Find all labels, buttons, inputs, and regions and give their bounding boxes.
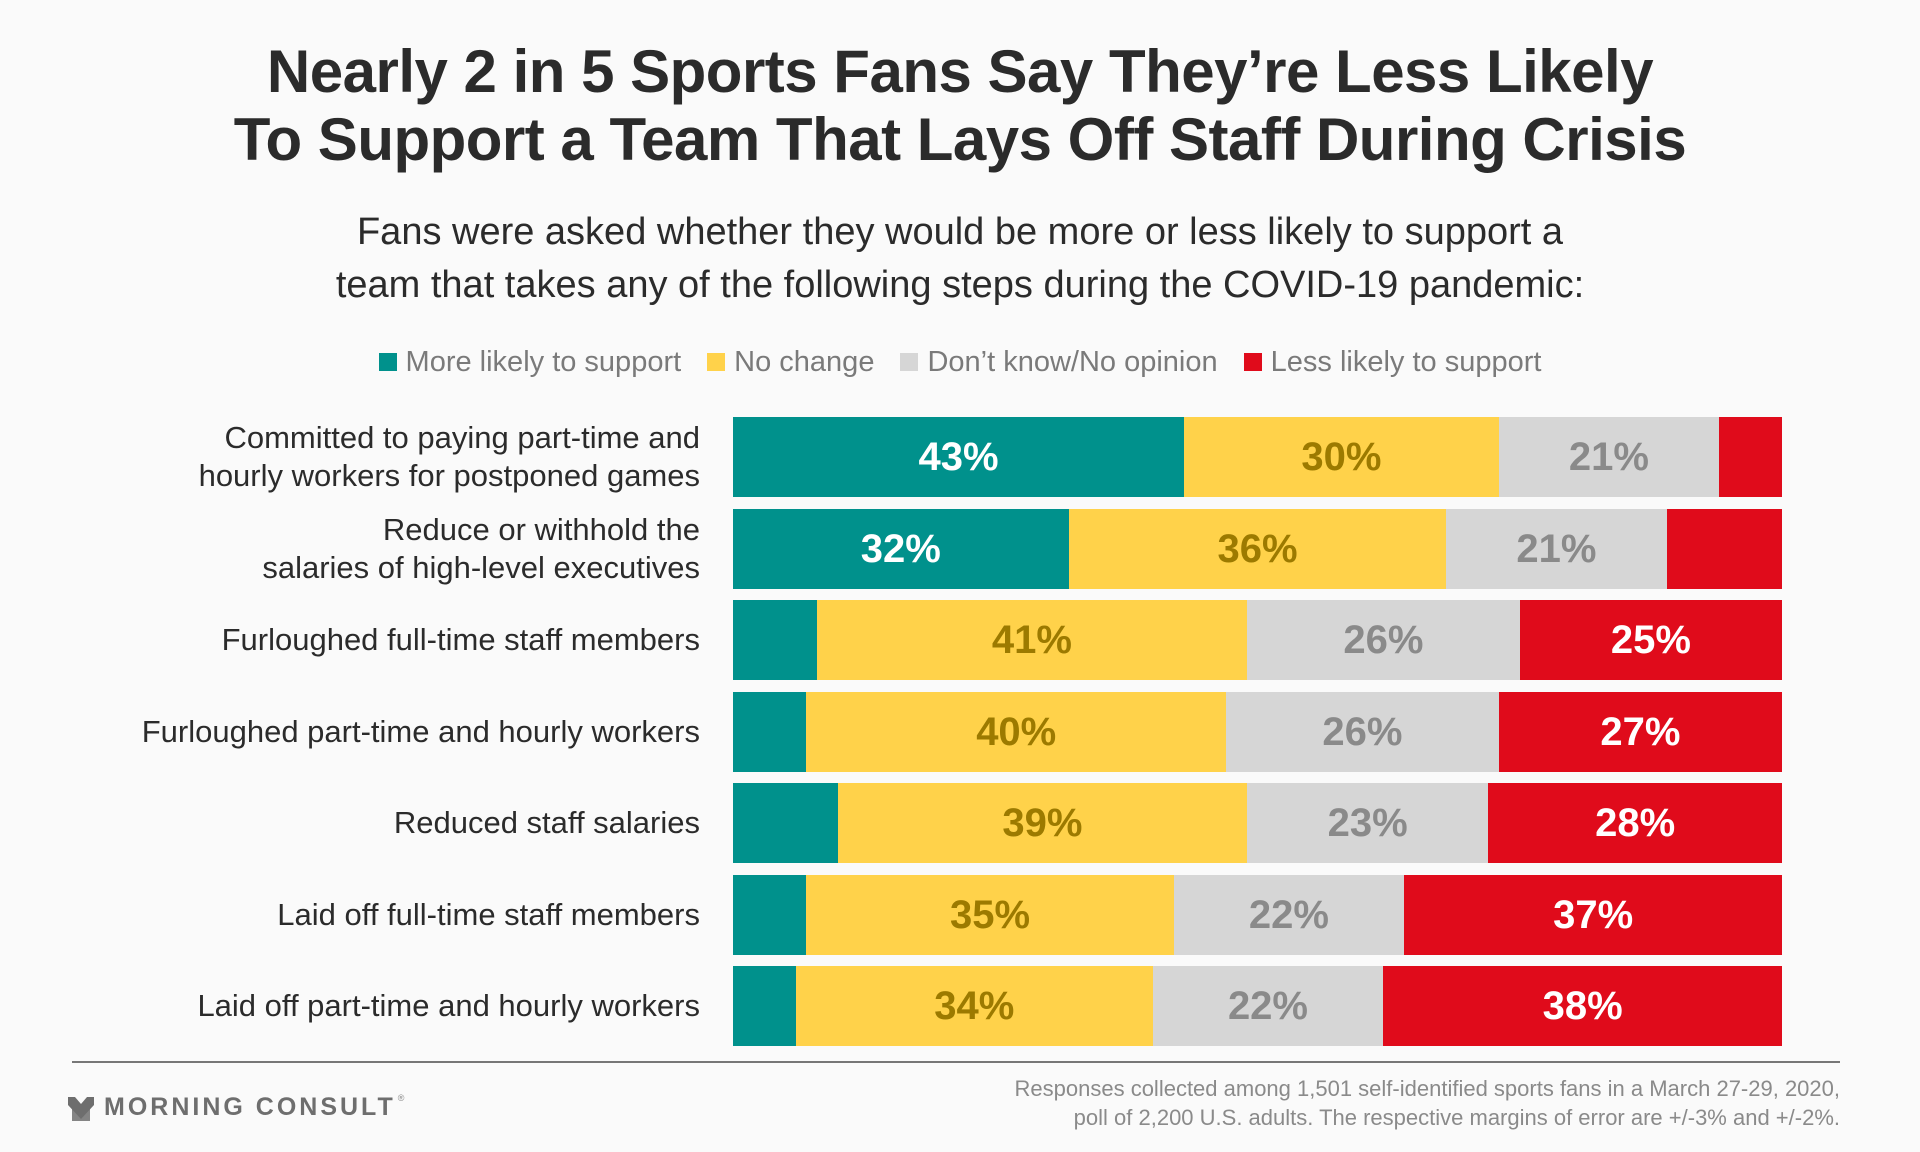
row-label-line: hourly workers for postponed games [198, 458, 700, 493]
bar-segment-dontknow [1247, 783, 1489, 863]
legend-label: No change [734, 346, 875, 378]
bar-segment-dontknow [1173, 874, 1405, 955]
data-label-dontknow: 21% [1568, 435, 1649, 479]
data-label-nochange: 39% [1002, 801, 1083, 845]
logo-text: MORNING CONSULT [104, 1093, 396, 1121]
chart-legend: More likely to support No change Don’t kno… [0, 344, 1920, 380]
data-label-dontknow: 22% [1248, 892, 1329, 937]
data-label-nochange: 35% [949, 892, 1031, 937]
row-label-line: Furloughed full-time staff members [221, 622, 700, 657]
legend-item-nochange: No change [707, 344, 874, 380]
data-label-dontknow: 26% [1343, 618, 1424, 662]
bar-segment-more [733, 691, 807, 772]
methodology-note: Responses collected among 1,501 self-ide… [1015, 1074, 1840, 1132]
data-label-dontknow: 21% [1516, 526, 1597, 571]
bar-segment-dontknow [1247, 600, 1520, 680]
legend-swatch-more [378, 353, 397, 371]
data-label-less: 38% [1542, 984, 1623, 1028]
data-label-less: 25% [1610, 618, 1691, 662]
bar-segment-more [733, 600, 817, 680]
logo-registered-mark: ® [397, 1093, 405, 1103]
bar-segment-dontknow [1226, 691, 1499, 772]
legend-swatch-dontknow [900, 353, 919, 371]
data-label-nochange: 40% [976, 709, 1057, 754]
row-label: Furloughed part-time and hourly workers [20, 713, 700, 751]
data-label-more: 43% [918, 435, 999, 479]
bar-segment-more [733, 783, 838, 863]
data-label-less: 37% [1553, 892, 1634, 937]
chart-subtitle-line-2: team that takes any of the following ste… [335, 264, 1585, 306]
chart-subtitle: Fans were asked whether they would be mo… [0, 206, 1920, 312]
row-label-line: salaries of high-level executives [262, 549, 700, 585]
bar-segment-nochange [1184, 417, 1499, 497]
legend-swatch-nochange [707, 353, 726, 371]
bar-segment-more [733, 874, 807, 955]
bar-segment-less [1488, 783, 1782, 863]
row-label: Committed to paying part-time and hourly … [20, 419, 700, 495]
bar-segment-less [1498, 691, 1782, 772]
footer-divider [72, 1061, 1840, 1063]
bar-segment-nochange [806, 874, 1174, 955]
data-label-dontknow: 22% [1227, 984, 1308, 1028]
data-label-nochange: 36% [1217, 526, 1298, 571]
bar-segment-nochange [816, 600, 1247, 680]
row-label: Laid off full-time staff members [20, 896, 700, 934]
data-label-dontknow: 23% [1327, 801, 1408, 845]
methodology-note-line-2: poll of 2,200 U.S. adults. The respectiv… [1073, 1105, 1840, 1130]
bar-segment-dontknow [1446, 508, 1667, 589]
data-label-less: 28% [1595, 801, 1676, 845]
data-label-more: 32% [860, 526, 941, 571]
row-label: Laid off part-time and hourly workers [20, 987, 700, 1025]
row-label-line: Committed to paying part-time and [224, 420, 700, 455]
chart-title-line-1: Nearly 2 in 5 Sports Fans Say They’re Le… [266, 38, 1654, 105]
data-label-dontknow: 26% [1322, 709, 1403, 754]
legend-swatch-less [1243, 353, 1262, 371]
row-label: Reduced staff salaries [20, 804, 700, 842]
row-label: Reduce or withhold the salaries of high-l… [20, 511, 700, 587]
data-label-less: 27% [1600, 709, 1681, 754]
bar-segment-nochange [1068, 508, 1447, 589]
row-label-line: Reduce or withhold the [382, 511, 700, 547]
bar-segment-nochange [806, 691, 1227, 772]
bar-segment-less [1404, 874, 1782, 955]
legend-item-more: More likely to support [378, 344, 682, 380]
morning-consult-chevron-icon [68, 1096, 94, 1121]
legend-item-dontknow: Don’t know/No opinion [900, 344, 1218, 380]
data-label-nochange: 41% [991, 618, 1072, 662]
legend-label: Don’t know/No opinion [927, 346, 1218, 378]
bar-segment-less [1519, 600, 1782, 680]
legend-item-less: Less likely to support [1243, 344, 1542, 380]
bar-segment-nochange [837, 783, 1247, 863]
bar-segment-dontknow [1152, 966, 1384, 1046]
row-label-line: Laid off part-time and hourly workers [197, 988, 700, 1023]
morning-consult-logo: MORNING CONSULT ® [68, 1093, 404, 1122]
data-label-nochange: 30% [1301, 435, 1382, 479]
bar-segment-nochange [795, 966, 1153, 1046]
data-label-nochange: 34% [934, 984, 1015, 1028]
chart-subtitle-line-1: Fans were asked whether they would be mo… [356, 211, 1564, 253]
bar-segment-less [1383, 966, 1782, 1046]
bar-segment-dontknow [1498, 417, 1720, 497]
row-label-line: Reduced staff salaries [393, 805, 700, 840]
bar-segment-less [1719, 417, 1782, 497]
row-label-line: Laid off full-time staff members [277, 896, 700, 932]
row-label-line: Furloughed part-time and hourly workers [141, 713, 700, 749]
legend-label: More likely to support [405, 346, 682, 378]
legend-label: Less likely to support [1270, 346, 1542, 378]
bar-segment-more [733, 508, 1069, 589]
row-label: Furloughed full-time staff members [20, 621, 700, 659]
methodology-note-line-1: Responses collected among 1,501 self-ide… [1014, 1076, 1840, 1101]
bar-segment-more [733, 966, 796, 1046]
bar-segment-less [1666, 508, 1782, 589]
bar-segment-more [733, 417, 1185, 497]
chart-title: Nearly 2 in 5 Sports Fans Say They’re Le… [0, 38, 1920, 174]
chart-title-line-2: To Support a Team That Lays Off Staff Du… [233, 106, 1687, 173]
